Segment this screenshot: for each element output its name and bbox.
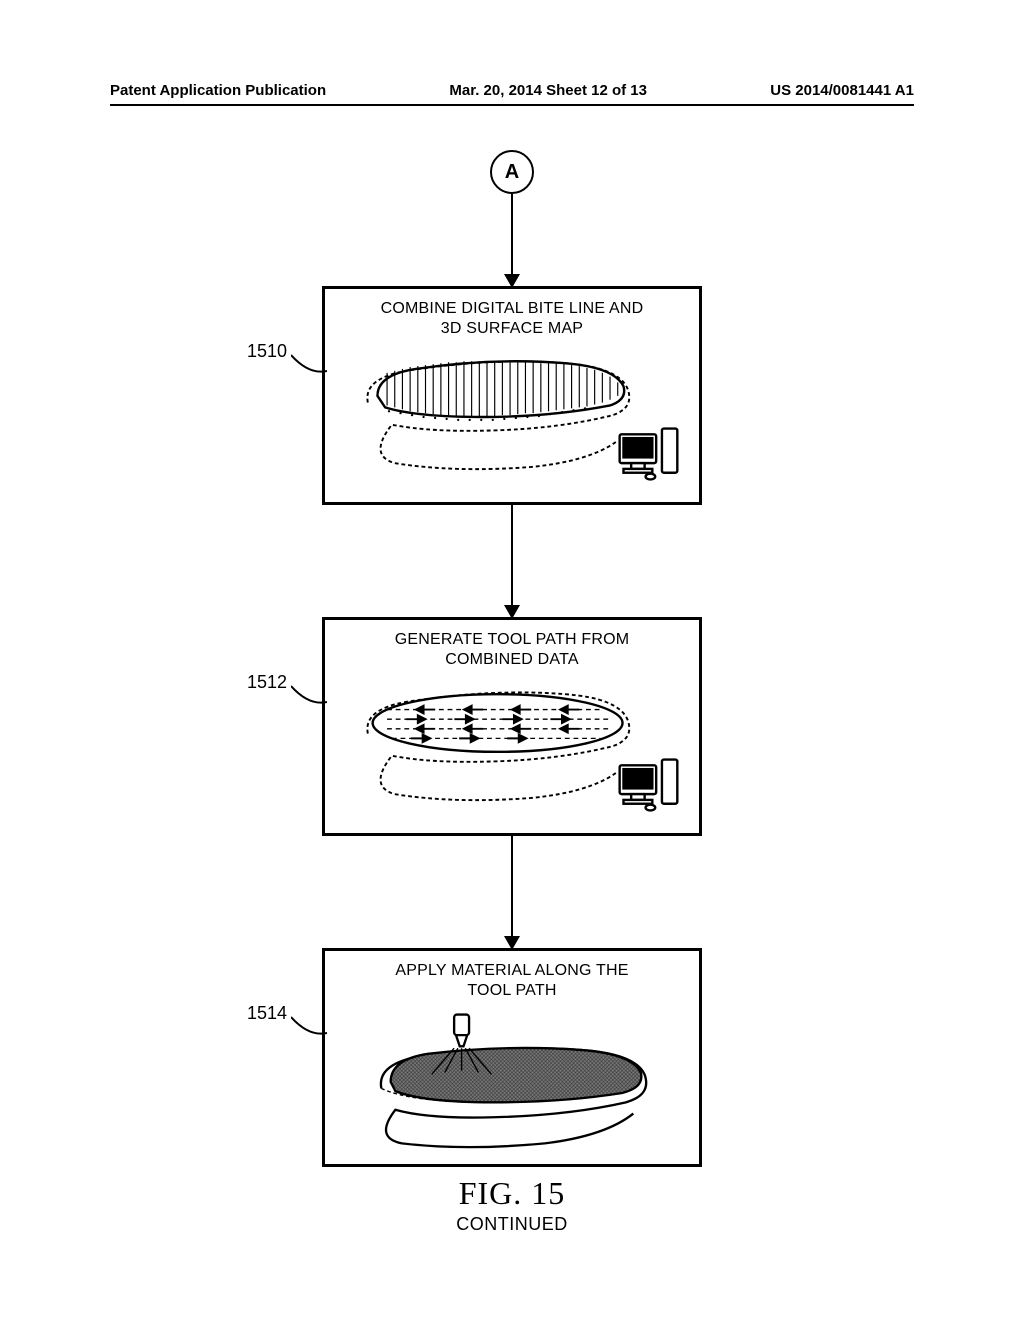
header-rule	[110, 104, 914, 106]
illus-toolpath	[339, 678, 685, 818]
connector-label: A	[505, 161, 519, 184]
figure-subtitle: CONTINUED	[456, 1214, 568, 1235]
header-center: Mar. 20, 2014 Sheet 12 of 13	[449, 82, 647, 99]
step-1512-title: GENERATE TOOL PATH FROM COMBINED DATA	[339, 630, 685, 670]
arrow-2	[511, 505, 514, 617]
ref-leader-1510	[291, 351, 327, 379]
ref-leader-1514	[291, 1013, 327, 1041]
header-left: Patent Application Publication	[110, 82, 326, 99]
step-1514: 1514 APPLY MATERIAL ALONG THE TOOL PATH	[322, 948, 702, 1167]
connector-a: A	[490, 150, 534, 194]
step-1512: 1512 GENERATE TOOL PATH FROM COMBINED DA…	[322, 617, 702, 836]
illus-apply	[339, 1009, 685, 1149]
ref-leader-1512	[291, 682, 327, 710]
step-1514-title: APPLY MATERIAL ALONG THE TOOL PATH	[339, 961, 685, 1001]
step-1510-title: COMBINE DIGITAL BITE LINE AND 3D SURFACE…	[339, 299, 685, 339]
arrow-1	[511, 194, 514, 286]
ref-1510: 1510	[247, 341, 287, 362]
ref-1514: 1514	[247, 1003, 287, 1024]
figure-caption: FIG. 15 CONTINUED	[456, 1175, 568, 1235]
arrow-3	[511, 836, 514, 948]
page-header: Patent Application Publication Mar. 20, …	[110, 82, 914, 99]
header-right: US 2014/0081441 A1	[770, 82, 914, 99]
flowchart: A 1510 COMBINE DIGITAL BITE LINE AND 3D …	[0, 150, 1024, 1235]
ref-1512: 1512	[247, 672, 287, 693]
illus-biteline	[339, 347, 685, 487]
step-1510: 1510 COMBINE DIGITAL BITE LINE AND 3D SU…	[322, 286, 702, 505]
computer-icon	[620, 760, 678, 811]
patent-page: Patent Application Publication Mar. 20, …	[0, 0, 1024, 1320]
computer-icon	[620, 429, 678, 480]
figure-number: FIG. 15	[456, 1175, 568, 1212]
